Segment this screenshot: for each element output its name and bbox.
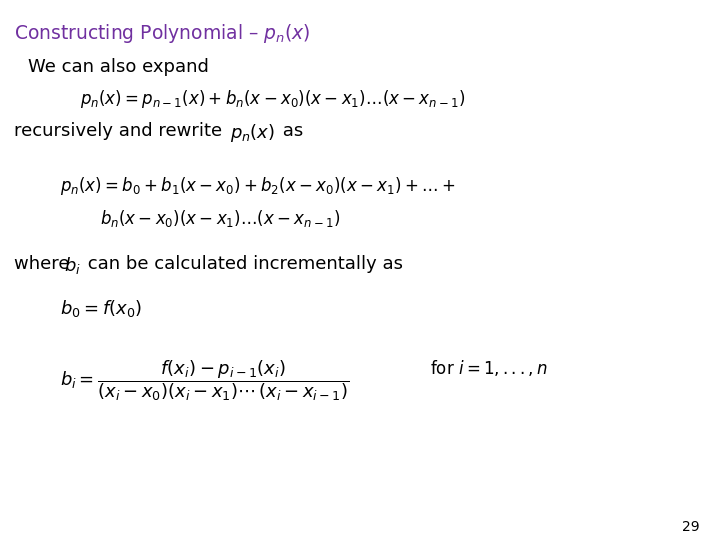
Text: 29: 29 [683,520,700,534]
Text: $p_n(x)$: $p_n(x)$ [230,122,275,144]
Text: $\mathrm{for}\ i = 1,...,n$: $\mathrm{for}\ i = 1,...,n$ [430,358,548,378]
Text: $b_i$: $b_i$ [64,255,81,276]
Text: where: where [14,255,76,273]
Text: $p_n(x) = b_0 + b_1(x - x_0) + b_2(x - x_0)(x - x_1) + \ldots +$: $p_n(x) = b_0 + b_1(x - x_0) + b_2(x - x… [60,175,455,197]
Text: can be calculated incrementally as: can be calculated incrementally as [82,255,403,273]
Text: recursively and rewrite: recursively and rewrite [14,122,228,140]
Text: $b_0 = f(x_0)$: $b_0 = f(x_0)$ [60,298,142,319]
Text: $b_n(x - x_0)(x - x_1)\ldots(x - x_{n-1})$: $b_n(x - x_0)(x - x_1)\ldots(x - x_{n-1}… [100,208,340,229]
Text: We can also expand: We can also expand [28,58,209,76]
Text: $p_n(x) = p_{n-1}(x) + b_n(x - x_0)(x - x_1)\ldots(x - x_{n-1})$: $p_n(x) = p_{n-1}(x) + b_n(x - x_0)(x - … [80,88,465,110]
Text: as: as [277,122,303,140]
Text: $b_i = \dfrac{f(x_i) - p_{i-1}(x_i)}{(x_i - x_0)(x_i - x_1)\cdots\,(x_i - x_{i-1: $b_i = \dfrac{f(x_i) - p_{i-1}(x_i)}{(x_… [60,358,349,403]
Text: Constructing Polynomial – $p_n(x)$: Constructing Polynomial – $p_n(x)$ [14,22,310,45]
